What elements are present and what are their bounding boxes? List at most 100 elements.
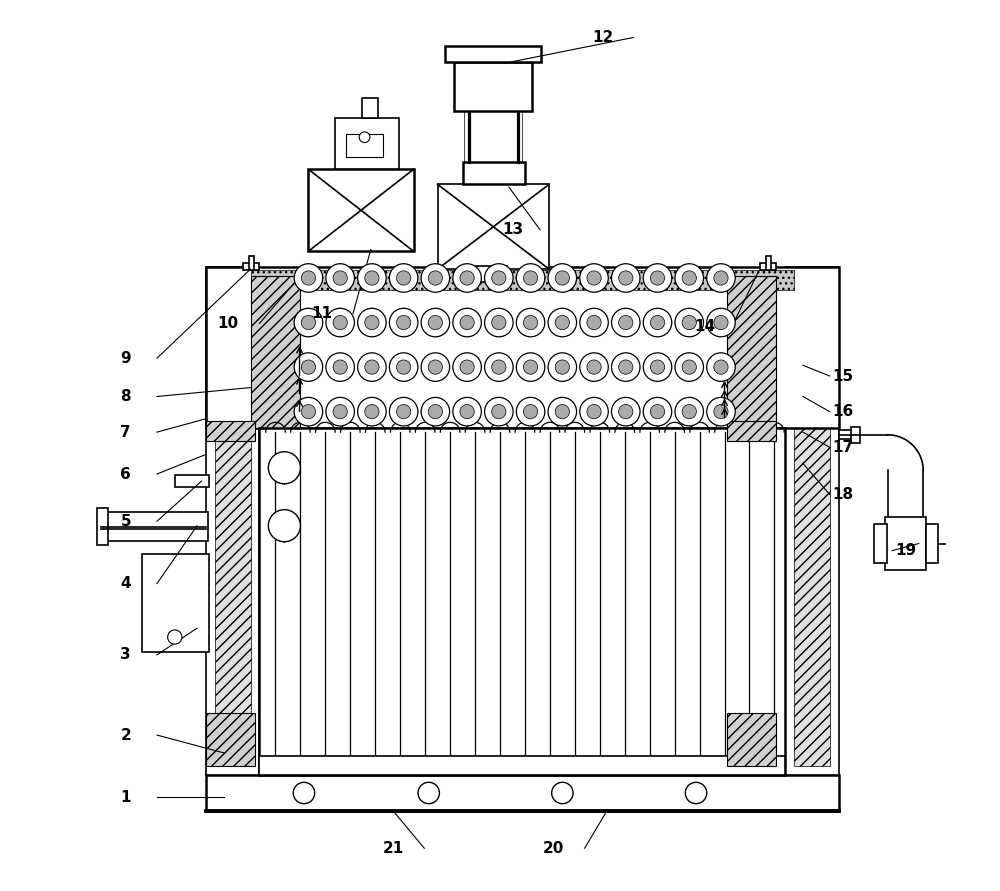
Text: 12: 12 (592, 30, 613, 45)
Circle shape (428, 271, 442, 285)
Circle shape (460, 315, 474, 330)
Bar (249, 256, 254, 270)
Circle shape (650, 360, 665, 374)
Circle shape (523, 405, 538, 419)
Circle shape (365, 315, 379, 330)
Circle shape (359, 132, 370, 143)
Bar (206, 267, 839, 428)
Circle shape (268, 452, 300, 484)
Text: 14: 14 (694, 320, 715, 334)
Circle shape (492, 360, 506, 374)
Bar (464, 111, 522, 162)
Bar (206, 713, 255, 766)
Circle shape (333, 405, 347, 419)
Circle shape (523, 271, 538, 285)
Bar (142, 554, 209, 652)
Circle shape (294, 308, 323, 337)
Text: 17: 17 (832, 440, 854, 454)
Circle shape (685, 782, 707, 804)
Text: 19: 19 (895, 544, 916, 558)
Circle shape (485, 264, 513, 292)
Circle shape (555, 360, 569, 374)
Circle shape (516, 353, 545, 381)
Circle shape (293, 782, 315, 804)
Circle shape (675, 308, 703, 337)
Bar (766, 256, 771, 270)
Circle shape (675, 264, 703, 292)
Circle shape (301, 360, 316, 374)
Circle shape (428, 360, 442, 374)
Circle shape (682, 405, 696, 419)
Bar (259, 756, 785, 775)
Circle shape (326, 308, 354, 337)
Circle shape (460, 360, 474, 374)
Circle shape (326, 397, 354, 426)
Circle shape (397, 360, 411, 374)
Text: 11: 11 (311, 307, 332, 321)
Circle shape (492, 271, 506, 285)
Circle shape (619, 315, 633, 330)
Circle shape (516, 308, 545, 337)
Circle shape (548, 264, 577, 292)
Circle shape (168, 630, 182, 644)
Circle shape (294, 353, 323, 381)
Circle shape (389, 353, 418, 381)
Bar (206, 421, 255, 441)
Circle shape (650, 271, 665, 285)
Text: 16: 16 (832, 405, 854, 419)
Circle shape (587, 405, 601, 419)
Circle shape (516, 397, 545, 426)
Text: 3: 3 (120, 648, 131, 662)
Bar (445, 46, 541, 62)
Circle shape (587, 271, 601, 285)
Circle shape (707, 264, 735, 292)
Text: 2: 2 (120, 728, 131, 742)
Circle shape (580, 397, 608, 426)
Circle shape (643, 264, 672, 292)
Circle shape (333, 271, 347, 285)
Circle shape (301, 271, 316, 285)
Circle shape (555, 315, 569, 330)
Circle shape (365, 271, 379, 285)
Circle shape (682, 315, 696, 330)
Circle shape (418, 782, 439, 804)
Circle shape (612, 308, 640, 337)
Circle shape (650, 315, 665, 330)
Bar (727, 713, 776, 766)
Circle shape (301, 315, 316, 330)
Bar (727, 421, 776, 441)
Circle shape (358, 308, 386, 337)
Circle shape (523, 360, 538, 374)
Circle shape (714, 405, 728, 419)
Circle shape (548, 397, 577, 426)
Bar (463, 162, 525, 184)
Text: 7: 7 (120, 425, 131, 439)
Text: 6: 6 (120, 467, 131, 481)
Text: 9: 9 (120, 351, 131, 365)
Bar (926, 524, 938, 563)
Circle shape (358, 264, 386, 292)
Text: 13: 13 (503, 223, 524, 237)
Circle shape (612, 353, 640, 381)
Circle shape (580, 308, 608, 337)
Circle shape (389, 308, 418, 337)
Bar (874, 524, 887, 563)
Circle shape (268, 510, 300, 542)
Circle shape (619, 360, 633, 374)
Bar (727, 276, 776, 428)
Bar (885, 517, 926, 570)
Circle shape (421, 353, 450, 381)
Circle shape (485, 397, 513, 426)
Bar (851, 427, 860, 443)
Bar (259, 428, 785, 775)
Circle shape (612, 397, 640, 426)
Circle shape (548, 353, 577, 381)
Circle shape (326, 264, 354, 292)
Circle shape (453, 308, 481, 337)
Circle shape (326, 353, 354, 381)
Bar (794, 276, 830, 766)
Circle shape (714, 271, 728, 285)
Circle shape (389, 264, 418, 292)
Circle shape (453, 264, 481, 292)
Circle shape (516, 264, 545, 292)
